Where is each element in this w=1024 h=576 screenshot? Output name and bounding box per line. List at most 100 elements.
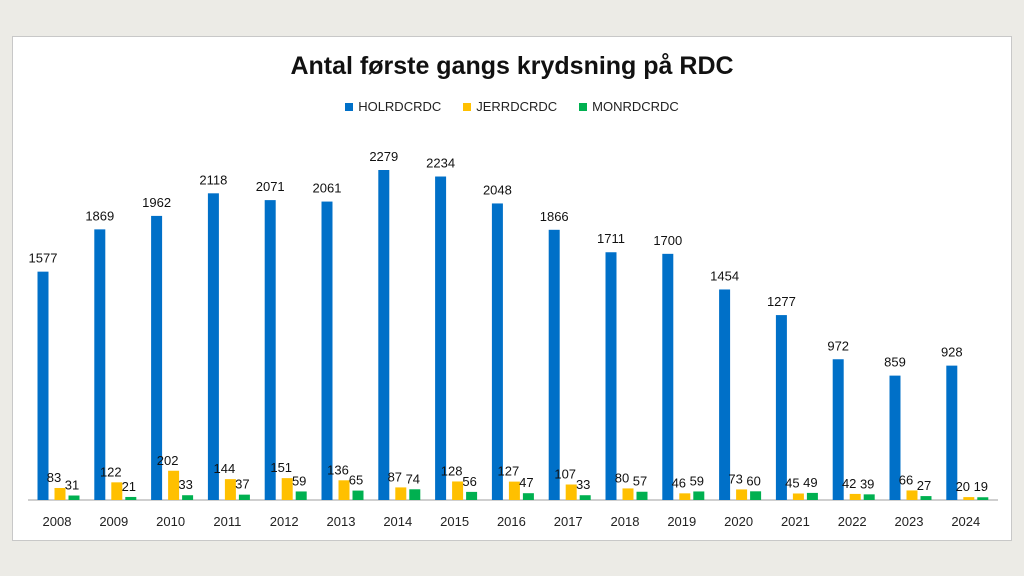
- bar-jerrdcrdc: [792, 493, 804, 500]
- data-label: 31: [65, 478, 79, 493]
- bar-holrdcrdc: [832, 359, 844, 500]
- chart-panel: [12, 36, 1012, 541]
- bar-jerrdcrdc: [338, 480, 350, 500]
- data-label: 2234: [426, 156, 455, 171]
- bar-holrdcrdc: [662, 253, 674, 500]
- legend-item-monrdcrdc: MONRDCRDC: [579, 99, 679, 114]
- bar-holrdcrdc: [207, 193, 219, 500]
- data-label: 127: [498, 464, 520, 479]
- bar-holrdcrdc: [548, 229, 560, 500]
- chart-title: Antal første gangs krydsning på RDC: [290, 52, 734, 80]
- data-label: 202: [157, 453, 179, 468]
- bar-monrdcrdc: [920, 496, 932, 500]
- legend-label: HOLRDCRDC: [358, 99, 442, 114]
- bar-holrdcrdc: [719, 289, 731, 500]
- data-label: 47: [519, 475, 533, 490]
- bar-jerrdcrdc: [508, 481, 520, 500]
- bar-monrdcrdc: [522, 493, 534, 500]
- bar-holrdcrdc: [378, 170, 390, 500]
- legend-label: MONRDCRDC: [592, 99, 679, 114]
- bar-jerrdcrdc: [849, 493, 861, 500]
- bar-monrdcrdc: [409, 489, 421, 500]
- x-tick-label: 2017: [554, 514, 583, 529]
- data-label: 80: [615, 470, 629, 485]
- data-label: 1700: [653, 233, 682, 248]
- bar-jerrdcrdc: [168, 470, 180, 500]
- bar-holrdcrdc: [94, 229, 106, 500]
- bar-monrdcrdc: [125, 496, 137, 500]
- data-label: 42: [842, 476, 856, 491]
- data-label: 2118: [199, 172, 227, 187]
- bar-monrdcrdc: [352, 490, 364, 500]
- data-label: 136: [327, 462, 349, 477]
- data-label: 2071: [256, 179, 285, 194]
- x-tick-label: 2016: [497, 514, 526, 529]
- data-label: 57: [633, 474, 647, 489]
- data-label: 1869: [85, 208, 114, 223]
- x-tick-label: 2013: [327, 514, 356, 529]
- bar-holrdcrdc: [435, 176, 447, 500]
- x-tick-label: 2023: [895, 514, 924, 529]
- data-label: 1962: [142, 195, 171, 210]
- bar-holrdcrdc: [321, 201, 333, 501]
- legend-item-holrdcrdc: HOLRDCRDC: [345, 99, 441, 114]
- bar-jerrdcrdc: [679, 493, 691, 500]
- data-label: 39: [860, 476, 874, 491]
- data-label: 65: [349, 473, 363, 488]
- data-label: 21: [122, 479, 136, 494]
- bar-monrdcrdc: [977, 497, 989, 500]
- bar-monrdcrdc: [466, 491, 478, 500]
- data-label: 56: [462, 474, 476, 489]
- bar-jerrdcrdc: [281, 478, 293, 500]
- bar-jerrdcrdc: [111, 482, 123, 500]
- data-label: 33: [576, 477, 590, 492]
- bar-holrdcrdc: [264, 200, 276, 500]
- data-label: 107: [554, 467, 576, 482]
- bar-jerrdcrdc: [622, 488, 634, 500]
- x-tick-label: 2024: [951, 514, 980, 529]
- data-label: 19: [974, 479, 988, 494]
- data-label: 1866: [540, 209, 569, 224]
- legend: HOLRDCRDC JERRDCRDC MONRDCRDC: [0, 99, 1024, 114]
- data-label: 33: [178, 477, 192, 492]
- bar-jerrdcrdc: [54, 487, 66, 500]
- x-tick-label: 2020: [724, 514, 753, 529]
- data-label: 151: [270, 460, 292, 475]
- bar-jerrdcrdc: [565, 484, 577, 500]
- x-tick-label: 2010: [156, 514, 185, 529]
- bar-holrdcrdc: [605, 252, 617, 500]
- data-label: 20: [956, 479, 970, 494]
- bar-jerrdcrdc: [224, 479, 236, 500]
- bar-monrdcrdc: [806, 492, 818, 500]
- data-label: 1577: [29, 251, 58, 266]
- legend-swatch: [345, 102, 354, 111]
- x-tick-label: 2015: [440, 514, 469, 529]
- bar-monrdcrdc: [68, 495, 80, 500]
- x-tick-label: 2012: [270, 514, 299, 529]
- data-label: 1454: [710, 268, 739, 283]
- data-label: 1277: [767, 294, 796, 309]
- bar-holrdcrdc: [37, 271, 49, 500]
- x-tick-label: 2014: [383, 514, 412, 529]
- bar-holrdcrdc: [491, 203, 503, 500]
- data-label: 972: [827, 338, 849, 353]
- x-tick-label: 2009: [99, 514, 128, 529]
- data-label: 59: [690, 473, 704, 488]
- data-label: 2279: [369, 149, 398, 164]
- data-label: 37: [235, 477, 249, 492]
- x-tick-label: 2008: [43, 514, 72, 529]
- bar-monrdcrdc: [863, 494, 875, 500]
- data-label: 73: [728, 471, 742, 486]
- bar-monrdcrdc: [579, 495, 591, 500]
- legend-swatch: [463, 102, 472, 111]
- bar-monrdcrdc: [295, 491, 307, 500]
- bar-holrdcrdc: [151, 215, 163, 500]
- data-label: 122: [100, 464, 122, 479]
- data-label: 49: [803, 475, 817, 490]
- bar-jerrdcrdc: [963, 497, 975, 500]
- legend-label: JERRDCRDC: [476, 99, 558, 114]
- bar-monrdcrdc: [182, 495, 194, 500]
- legend-swatch: [579, 102, 588, 111]
- bar-monrdcrdc: [693, 491, 705, 500]
